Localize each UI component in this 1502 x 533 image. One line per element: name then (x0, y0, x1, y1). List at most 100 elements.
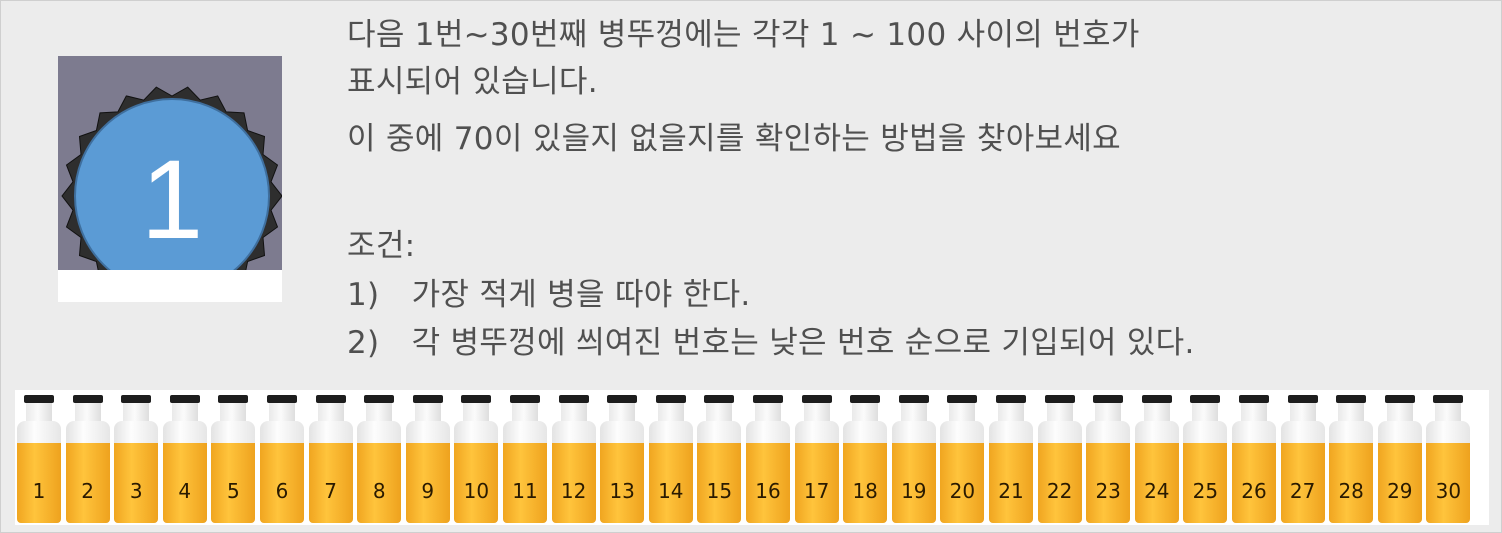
bottle-neck (1143, 403, 1170, 425)
juice-bottle[interactable]: 15 (697, 395, 742, 523)
bottle-juice (1183, 443, 1228, 523)
juice-bottle[interactable]: 9 (405, 395, 450, 523)
bottle-neck (1386, 403, 1413, 425)
bottle-neck (366, 403, 393, 425)
bottle-neck (900, 403, 927, 425)
bottle-juice (162, 443, 207, 523)
juice-bottle[interactable]: 14 (648, 395, 693, 523)
bottle-number: 7 (324, 479, 337, 503)
bottle-juice (1329, 443, 1374, 523)
bottle-juice (1134, 443, 1179, 523)
bottle-number: 2 (81, 479, 94, 503)
bottle-juice (211, 443, 256, 523)
bottle-lid (169, 395, 200, 403)
bottle-lid (1433, 395, 1464, 403)
bottle-neck (512, 403, 538, 425)
bottle-lid (1384, 395, 1415, 403)
bottle-neck (269, 403, 295, 425)
juice-bottle[interactable]: 22 (1037, 395, 1082, 523)
juice-bottle[interactable]: 16 (746, 395, 790, 523)
juice-bottle[interactable]: 6 (260, 395, 304, 523)
bottle-body: 21 (989, 421, 1033, 523)
juice-bottle[interactable]: 21 (989, 395, 1033, 523)
juice-bottle[interactable]: 2 (65, 395, 110, 523)
bottle-lid (558, 395, 589, 403)
juice-bottle[interactable]: 5 (211, 395, 256, 523)
bottle-number: 29 (1387, 479, 1413, 503)
bottle-neck (1095, 403, 1122, 425)
bottle-neck (220, 403, 247, 425)
bottle-neck (755, 403, 781, 425)
bottle-body: 10 (454, 421, 499, 523)
condition-1-marker: 1) (347, 277, 380, 313)
bottle-number: 17 (803, 479, 830, 503)
bottle-number: 1 (32, 479, 46, 503)
juice-bottle[interactable]: 23 (1086, 395, 1131, 523)
bottle-neck (74, 403, 101, 425)
bottle-body: 7 (308, 421, 353, 523)
juice-bottle[interactable]: 27 (1280, 395, 1325, 523)
bottle-number: 20 (949, 479, 976, 503)
juice-bottle[interactable]: 19 (891, 395, 936, 523)
bottle-body: 12 (551, 421, 596, 523)
bottle-number: 19 (901, 479, 927, 503)
bottle-body: 17 (794, 421, 839, 523)
bottle-juice (648, 443, 693, 523)
bottle-juice (843, 443, 888, 523)
bottle-neck (1435, 403, 1462, 425)
juice-bottle[interactable]: 17 (794, 395, 839, 523)
juice-bottle[interactable]: 20 (940, 395, 985, 523)
juice-bottle[interactable]: 24 (1134, 395, 1179, 523)
condition-2-marker: 2) (347, 325, 380, 361)
bottle-number: 4 (178, 479, 192, 503)
juice-bottle[interactable]: 30 (1426, 395, 1471, 523)
juice-bottle[interactable]: 11 (503, 395, 547, 523)
bottle-lid (364, 395, 395, 403)
bottle-neck (949, 403, 976, 425)
juice-bottle[interactable]: 25 (1183, 395, 1228, 523)
bottle-body: 19 (891, 421, 936, 523)
juice-bottle[interactable]: 12 (551, 395, 596, 523)
cap-number: 1 (141, 137, 203, 262)
juice-bottle[interactable]: 3 (114, 395, 159, 523)
bottle-body: 29 (1377, 421, 1422, 523)
bottle-lid (996, 395, 1026, 403)
bottle-lid (1093, 395, 1124, 403)
juice-bottle[interactable]: 18 (843, 395, 888, 523)
bottle-neck (414, 403, 441, 425)
bottle-lid (947, 395, 978, 403)
bottle-number: 25 (1192, 479, 1219, 503)
bottle-body: 8 (357, 421, 402, 523)
bottle-number: 8 (372, 479, 386, 503)
bottle-number: 3 (129, 479, 143, 503)
bottle-juice (697, 443, 742, 523)
bottle-juice (503, 443, 547, 523)
bottle-body: 22 (1037, 421, 1082, 523)
bottle-neck (852, 403, 879, 425)
bottle-lid (850, 395, 881, 403)
juice-bottle[interactable]: 8 (357, 395, 402, 523)
juice-bottle[interactable]: 26 (1232, 395, 1276, 523)
juice-bottle[interactable]: 1 (17, 395, 61, 523)
bottle-neck (657, 403, 684, 425)
juice-bottle[interactable]: 28 (1329, 395, 1374, 523)
condition-2: 2) 각 병뚜껑에 씌여진 번호는 낮은 번호 순으로 기입되어 있다. (347, 325, 1195, 361)
bottle-lid (655, 395, 686, 403)
bottle-neck (609, 403, 636, 425)
juice-bottle[interactable]: 10 (454, 395, 499, 523)
juice-bottle[interactable]: 4 (162, 395, 207, 523)
condition-1-text: 가장 적게 병을 따야 한다. (411, 277, 751, 313)
bottle-body: 9 (405, 421, 450, 523)
bottle-number: 6 (275, 479, 289, 503)
bottle-body: 4 (162, 421, 207, 523)
juice-bottle[interactable]: 7 (308, 395, 353, 523)
juice-bottle[interactable]: 13 (600, 395, 645, 523)
bottle-body: 11 (503, 421, 547, 523)
juice-bottle[interactable]: 29 (1377, 395, 1422, 523)
bottle-juice (114, 443, 159, 523)
bottle-juice (1280, 443, 1325, 523)
bottle-body: 2 (65, 421, 110, 523)
bottle-number: 28 (1338, 479, 1364, 503)
bottle-number: 13 (609, 479, 635, 503)
bottle-number: 14 (658, 479, 684, 503)
